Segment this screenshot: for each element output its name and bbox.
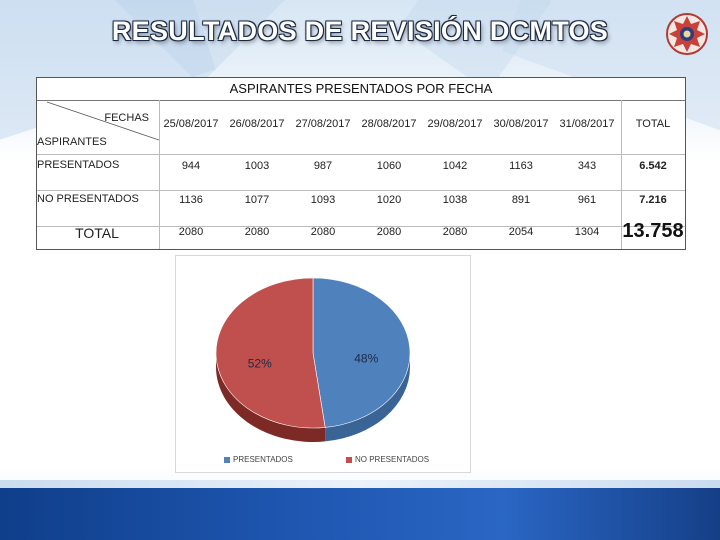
pie-data-label: 52%: [248, 357, 272, 371]
column-header-date: 29/08/2017: [427, 118, 483, 130]
table-title: ASPIRANTES PRESENTADOS POR FECHA: [37, 78, 685, 101]
table-cell: 1038: [442, 194, 468, 206]
table-cell: 2080: [244, 226, 270, 238]
column-header-date: 28/08/2017: [361, 118, 417, 130]
table-cell: 2054: [508, 226, 534, 238]
table-cell: 2080: [310, 226, 336, 238]
table-cell: 2080: [376, 226, 402, 238]
table-corner-cell: FECHAS ASPIRANTES: [37, 100, 159, 154]
footer-band: [0, 488, 720, 540]
legend-swatch: [346, 456, 352, 463]
table-cell: 1093: [310, 194, 336, 206]
table-cell: 1042: [442, 160, 468, 172]
column-header-date: 27/08/2017: [295, 118, 351, 130]
column-header-date: 25/08/2017: [163, 118, 219, 130]
column-header-date: 30/08/2017: [493, 118, 549, 130]
pie-chart-svg: 48% 52%: [215, 277, 411, 442]
row-total-cell: 7.216: [639, 194, 667, 206]
table-cell: 1163: [509, 160, 533, 172]
column-header-total: TOTAL: [635, 118, 671, 130]
row-separator: [37, 154, 685, 155]
footer-highlight: [0, 480, 720, 490]
legend-label: PRESENTADOS: [233, 455, 293, 464]
pie-slice-presentados: [312, 277, 411, 428]
table-cell: 961: [577, 194, 597, 206]
grand-total-cell: 13.758: [622, 220, 684, 242]
column-header-date: 31/08/2017: [559, 118, 615, 130]
table-cell: 2080: [178, 226, 204, 238]
corner-diagonal: [46, 101, 159, 141]
table-cell: 1020: [376, 194, 402, 206]
table-cell: 1003: [244, 160, 270, 172]
table-cell: 1060: [376, 160, 402, 172]
column-header-date: 26/08/2017: [229, 118, 285, 130]
emblem-seal-icon: [666, 13, 708, 55]
pie-chart: 48% 52% PRESENTADOS NO PRESENTADOS: [175, 255, 471, 473]
table-cell: 343: [577, 160, 597, 172]
row-label: PRESENTADOS: [37, 159, 120, 171]
column-separator: [621, 100, 622, 249]
table-cell: 891: [511, 194, 531, 206]
pie-slice-no-presentados: [215, 277, 326, 429]
pie-slice-side: [216, 353, 326, 442]
table-cell: 1136: [179, 194, 203, 206]
row-label: TOTAL: [75, 225, 119, 241]
pie-slice-side: [325, 353, 410, 442]
table-cell: 2080: [442, 226, 468, 238]
table-cell: 987: [313, 160, 333, 172]
slide-title: RESULTADOS DE REVISIÓN DCMTOS: [111, 16, 609, 46]
row-label: NO PRESENTADOS: [37, 193, 139, 205]
column-separator: [159, 100, 160, 249]
row-separator: [37, 190, 685, 191]
table-cell: 1304: [574, 226, 600, 238]
table-cell: 944: [181, 160, 201, 172]
row-separator: [37, 226, 685, 227]
legend-item-presentados: PRESENTADOS: [224, 455, 293, 464]
pie-data-label: 48%: [354, 351, 378, 365]
legend-label: NO PRESENTADOS: [355, 455, 430, 464]
row-total-cell: 6.542: [639, 160, 667, 172]
legend-item-no-presentados: NO PRESENTADOS: [346, 455, 429, 464]
corner-label-aspirantes: ASPIRANTES: [37, 136, 107, 148]
corner-label-fechas: FECHAS: [104, 112, 149, 124]
table-cell: 1077: [244, 194, 270, 206]
results-table: ASPIRANTES PRESENTADOS POR FECHA FECHAS A…: [36, 77, 686, 250]
legend-swatch: [224, 456, 230, 463]
